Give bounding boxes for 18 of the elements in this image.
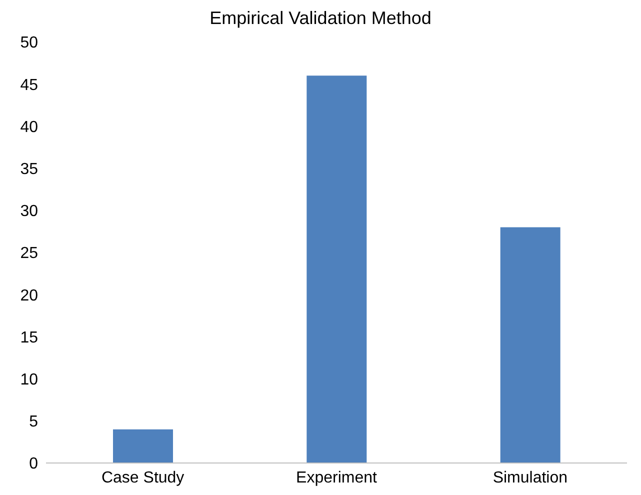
- y-tick-label: 40: [20, 118, 38, 136]
- y-tick-label: 45: [20, 76, 38, 94]
- y-tick-label: 20: [20, 287, 38, 304]
- y-tick-label: 5: [29, 414, 38, 431]
- bar: [113, 429, 173, 463]
- y-tick-label: 25: [20, 245, 38, 262]
- y-tick-label: 30: [20, 203, 38, 220]
- y-tick-label: 15: [20, 329, 38, 346]
- bar: [306, 76, 367, 463]
- y-tick-label: 10: [20, 371, 38, 388]
- y-tick-label: 35: [20, 160, 38, 178]
- y-tick-label: 50: [20, 34, 38, 52]
- y-tick-label: 0: [29, 456, 38, 473]
- chart-title: Empirical Validation Method: [208, 8, 432, 29]
- x-tick-label: Experiment: [296, 469, 378, 486]
- x-tick-label: Simulation: [492, 469, 568, 486]
- bar: [500, 227, 560, 463]
- x-tick-label: Case Study: [101, 469, 184, 486]
